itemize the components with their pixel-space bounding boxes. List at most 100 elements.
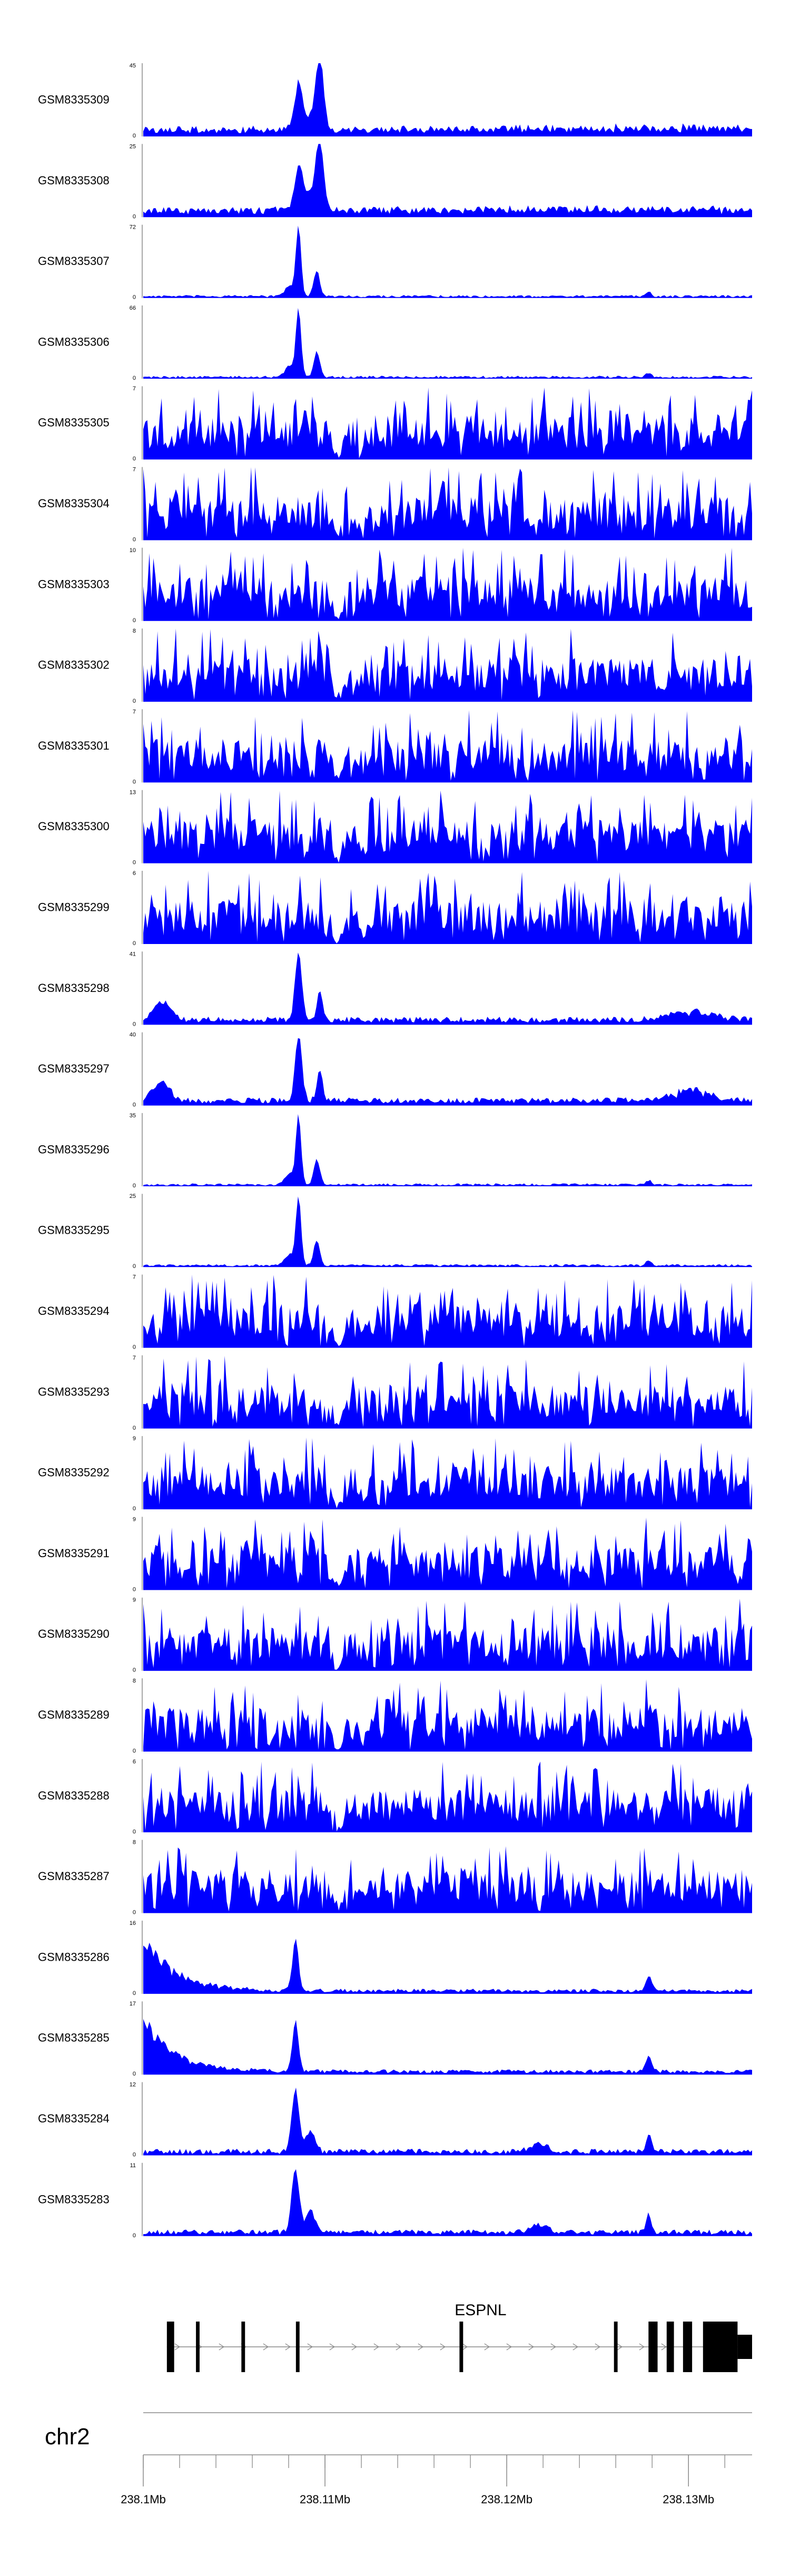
track-ymax-label: 66	[130, 305, 136, 311]
strand-arrow	[174, 2343, 181, 2351]
track-sample-label: GSM8335298	[38, 981, 110, 995]
exon	[459, 2322, 463, 2372]
strand-arrow	[595, 2343, 601, 2351]
coverage-area	[143, 63, 752, 136]
track-sample-label: GSM8335290	[38, 1627, 110, 1640]
track-ymin-label: 0	[133, 1828, 136, 1835]
track-GSM8335300: 13 0 GSM8335300	[38, 790, 752, 866]
track-GSM8335308: 25 0 GSM8335308	[38, 143, 752, 220]
track-sample-label: GSM8335288	[38, 1789, 110, 1802]
track-GSM8335284: 12 0 GSM8335284	[38, 2082, 752, 2158]
track-ymax-label: 9	[133, 1597, 136, 1604]
track-GSM8335292: 9 0 GSM8335292	[38, 1436, 752, 1512]
track-ymin-label: 0	[133, 2233, 136, 2239]
strand-arrow	[506, 2343, 512, 2351]
track-sample-label: GSM8335308	[38, 174, 110, 187]
track-ymin-label: 0	[133, 1344, 136, 1351]
track-ymin-label: 0	[133, 1425, 136, 1431]
coverage-area	[143, 1679, 752, 1752]
track-GSM8335298: 41 0 GSM8335298	[38, 951, 752, 1027]
strand-arrow	[484, 2343, 490, 2351]
coverage-area	[143, 1517, 752, 1590]
track-ymax-label: 11	[130, 2162, 136, 2169]
x-tick-label: 238.13Mb	[663, 2493, 714, 2506]
coverage-area	[143, 628, 752, 702]
coverage-area	[143, 1846, 752, 1913]
strand-arrow	[396, 2343, 402, 2351]
strand-arrow	[373, 2343, 380, 2351]
track-ymax-label: 8	[133, 1840, 136, 1846]
strand-arrow	[351, 2343, 358, 2351]
track-ymax-label: 72	[130, 224, 136, 231]
track-ymax-label: 9	[133, 1436, 136, 1442]
track-ymax-label: 25	[130, 143, 136, 150]
coverage-area	[143, 1939, 752, 1994]
track-sample-label: GSM8335306	[38, 335, 110, 348]
track-ymin-label: 0	[133, 1102, 136, 1108]
track-GSM8335283: 11 0 GSM8335283	[38, 2162, 752, 2239]
track-ymin-label: 0	[133, 940, 136, 947]
coverage-area	[143, 144, 752, 218]
coverage-area	[143, 1196, 752, 1267]
track-ymax-label: 7	[133, 1355, 136, 1361]
track-ymax-label: 16	[130, 1920, 136, 1926]
strand-arrow	[307, 2343, 313, 2351]
track-ymin-label: 0	[133, 133, 136, 139]
track-GSM8335286: 16 0 GSM8335286	[38, 1920, 752, 1997]
exon	[703, 2322, 738, 2372]
x-tick-label: 238.12Mb	[481, 2493, 532, 2506]
track-ymax-label: 13	[130, 790, 136, 796]
strand-arrow	[550, 2343, 557, 2351]
strand-arrow	[263, 2343, 269, 2351]
track-ymax-label: 7	[133, 709, 136, 715]
track-GSM8335294: 7 0 GSM8335294	[38, 1274, 752, 1351]
track-sample-label: GSM8335283	[38, 2192, 110, 2206]
track-sample-label: GSM8335307	[38, 254, 110, 268]
track-GSM8335290: 9 0 GSM8335290	[38, 1597, 752, 1674]
track-ymax-label: 41	[130, 951, 136, 957]
coverage-area	[143, 1437, 752, 1510]
track-ymin-label: 0	[133, 456, 136, 462]
track-GSM8335288: 6 0 GSM8335288	[38, 1758, 752, 1835]
track-ymin-label: 0	[133, 1910, 136, 1916]
coverage-area	[143, 952, 752, 1025]
track-GSM8335303: 10 0 GSM8335303	[38, 547, 752, 624]
track-sample-label: GSM8335303	[38, 577, 110, 591]
track-GSM8335287: 8 0 GSM8335287	[38, 1840, 752, 1916]
coverage-area	[143, 1038, 752, 1106]
track-ymin-label: 0	[133, 1263, 136, 1270]
track-sample-label: GSM8335309	[38, 93, 110, 106]
track-ymin-label: 0	[133, 1021, 136, 1027]
strand-arrow	[418, 2343, 424, 2351]
coverage-area	[143, 1274, 752, 1348]
track-ymax-label: 40	[130, 1032, 136, 1038]
exon	[648, 2322, 658, 2372]
track-ymax-label: 9	[133, 1516, 136, 1522]
track-GSM8335296: 35 0 GSM8335296	[38, 1113, 752, 1189]
track-sample-label: GSM8335293	[38, 1385, 110, 1398]
strand-arrow	[572, 2343, 579, 2351]
coverage-area	[143, 790, 752, 863]
track-ymax-label: 35	[130, 1113, 136, 1119]
track-sample-label: GSM8335286	[38, 1950, 110, 1963]
track-ymax-label: 7	[133, 467, 136, 473]
track-ymax-label: 7	[133, 386, 136, 392]
strand-arrow	[528, 2343, 535, 2351]
coverage-tracks: 45 0 GSM8335309 25 0 GSM8335308 72 0 GSM8335307 6…	[38, 63, 752, 2239]
track-ymin-label: 0	[133, 860, 136, 866]
strand-arrow	[639, 2343, 645, 2351]
x-tick-label: 238.11Mb	[300, 2493, 350, 2506]
track-ymin-label: 0	[133, 779, 136, 785]
track-GSM8335305: 7 0 GSM8335305	[38, 386, 752, 462]
track-sample-label: GSM8335299	[38, 901, 110, 914]
track-ymax-label: 17	[130, 2001, 136, 2007]
track-ymin-label: 0	[133, 2071, 136, 2077]
exon	[295, 2322, 300, 2372]
track-ymin-label: 0	[133, 1183, 136, 1189]
track-ymin-label: 0	[133, 294, 136, 301]
strand-arrow	[219, 2343, 225, 2351]
coverage-area	[143, 2169, 752, 2236]
coverage-area	[143, 1114, 752, 1186]
coverage-area	[143, 1761, 752, 1833]
